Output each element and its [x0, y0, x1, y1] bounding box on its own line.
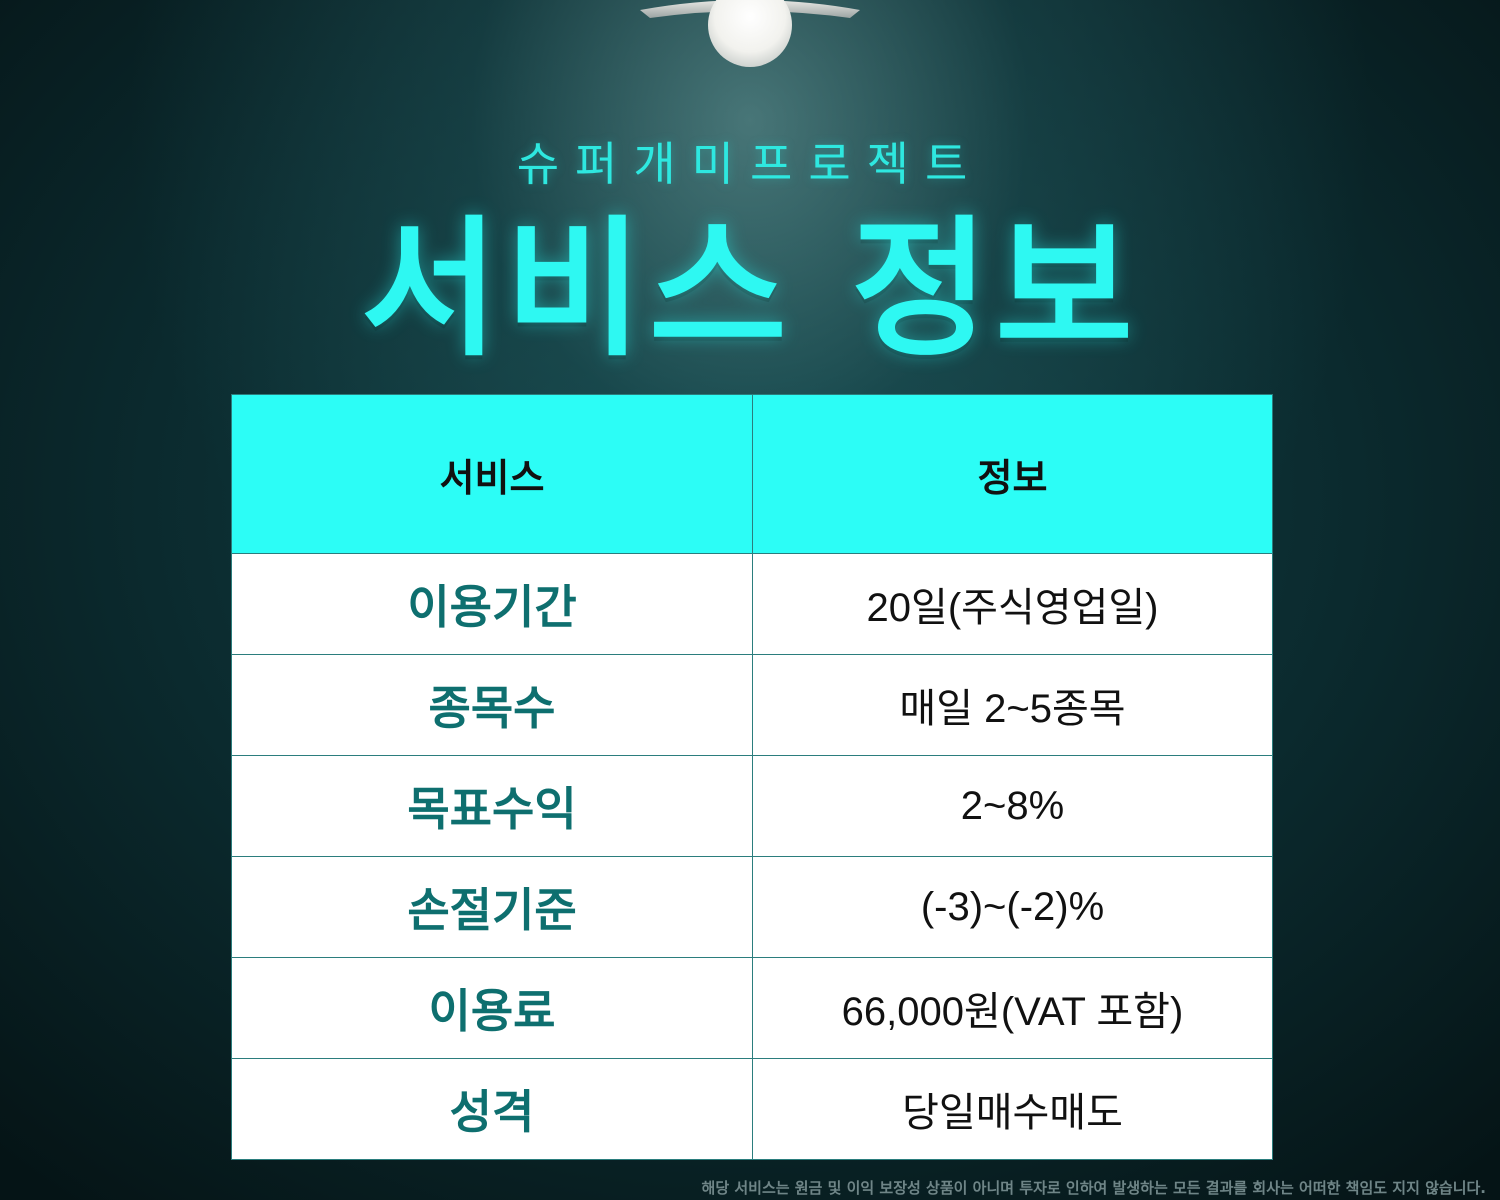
- row-label: 이용기간: [231, 553, 753, 655]
- table-row: 이용기간 20일(주식영업일): [231, 553, 1273, 655]
- table-row: 이용료 66,000원(VAT 포함): [231, 957, 1273, 1059]
- row-value: 2~8%: [752, 755, 1273, 857]
- row-value: 66,000원(VAT 포함): [752, 957, 1273, 1059]
- column-header-service: 서비스: [231, 394, 753, 554]
- ceiling-lamp-icon: [640, 0, 860, 67]
- page-title: 서비스 정보: [360, 203, 1140, 377]
- row-value: 당일매수매도: [752, 1058, 1273, 1160]
- table-row: 성격 당일매수매도: [231, 1058, 1273, 1160]
- brand-subtitle: 슈퍼개미프로젝트: [516, 137, 984, 191]
- row-label: 목표수익: [231, 755, 753, 857]
- row-label: 손절기준: [231, 856, 753, 958]
- table-row: 목표수익 2~8%: [231, 755, 1273, 857]
- table-header-row: 서비스 정보: [231, 394, 1273, 554]
- row-label: 종목수: [231, 654, 753, 756]
- table-row: 종목수 매일 2~5종목: [231, 654, 1273, 756]
- row-value: 20일(주식영업일): [752, 553, 1273, 655]
- column-header-info: 정보: [752, 394, 1273, 554]
- disclaimer-text: 해당 서비스는 원금 및 이익 보장성 상품이 아니며 투자로 인하여 발생하는…: [701, 1179, 1486, 1197]
- service-info-table: 서비스 정보 이용기간 20일(주식영업일) 종목수 매일 2~5종목 목표수익…: [231, 394, 1273, 1160]
- row-value: 매일 2~5종목: [752, 654, 1273, 756]
- row-value: (-3)~(-2)%: [752, 856, 1273, 958]
- row-label: 이용료: [231, 957, 753, 1059]
- table-row: 손절기준 (-3)~(-2)%: [231, 856, 1273, 958]
- row-label: 성격: [231, 1058, 753, 1160]
